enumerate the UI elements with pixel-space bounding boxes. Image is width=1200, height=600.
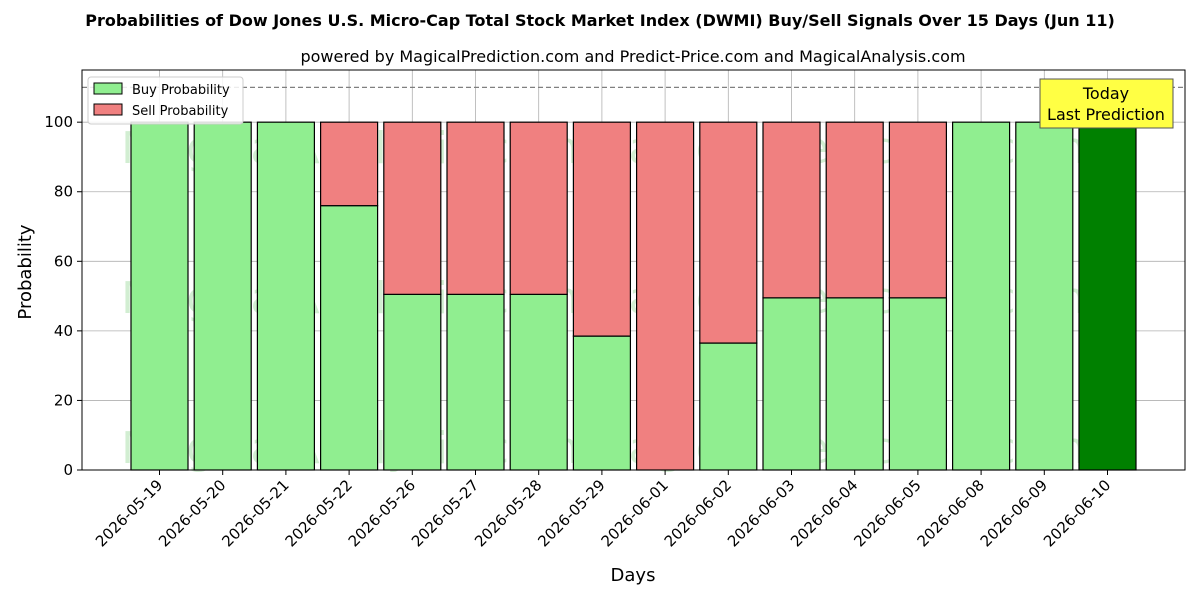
x-tick-label-14: 2026-06-09	[977, 476, 1051, 550]
bars-layer	[130, 121, 1137, 471]
bar-buy-2026-05-21	[256, 121, 315, 471]
x-tick-label-2: 2026-05-21	[218, 476, 292, 550]
bar-sell-2026-06-03	[762, 121, 821, 299]
x-tick-label-9: 2026-06-02	[661, 476, 735, 550]
x-tick-label-1: 2026-05-20	[155, 476, 229, 550]
bar-buy-2026-05-20	[193, 121, 252, 471]
x-tick-label-15: 2026-06-10	[1040, 476, 1114, 550]
chart-title: Probabilities of Dow Jones U.S. Micro-Ca…	[85, 11, 1115, 30]
axes-layer	[81, 69, 1186, 471]
bar-sell-2026-05-22	[320, 121, 379, 207]
y-tick-label-5: 100	[44, 113, 73, 131]
x-tick-label-11: 2026-06-04	[787, 476, 861, 550]
bar-buy-2026-06-03	[762, 297, 821, 471]
plot-frame	[81, 69, 1186, 471]
last-prediction-label: Last Prediction	[1047, 105, 1165, 124]
bar-sell-2026-05-26	[383, 121, 442, 295]
y-tick-label-4: 80	[54, 183, 73, 201]
y-tick-label-3: 60	[54, 252, 73, 270]
x-tick-label-7: 2026-05-29	[534, 476, 608, 550]
x-tick-label-3: 2026-05-22	[282, 476, 356, 550]
bar-buy-2026-05-19	[130, 121, 189, 471]
bar-sell-2026-06-05	[888, 121, 948, 299]
bar-sell-2026-05-28	[509, 121, 568, 295]
bar-sell-2026-05-29	[572, 121, 632, 337]
x-axis-label: Days	[611, 565, 656, 586]
bar-buy-2026-06-02	[699, 342, 758, 471]
y-tick-label-2: 40	[54, 322, 73, 340]
today-label: Today	[1082, 84, 1129, 103]
x-tick-label-6: 2026-05-28	[471, 476, 545, 550]
bar-sell-2026-06-02	[699, 121, 758, 344]
x-tick-label-4: 2026-05-26	[345, 476, 419, 550]
bar-buy-2026-06-08	[951, 121, 1011, 471]
x-tick-label-13: 2026-06-08	[914, 476, 988, 550]
x-tick-label-8: 2026-06-01	[598, 476, 672, 550]
legend-frame	[87, 76, 244, 125]
today-annotation: Today Last Prediction	[1039, 78, 1174, 129]
bar-buy-2026-06-09	[1015, 121, 1074, 471]
y-axis-label: Probability	[15, 224, 36, 319]
bar-buy-2026-06-04	[825, 297, 884, 471]
chart-subtitle: powered by MagicalPrediction.com and Pre…	[300, 47, 965, 66]
legend-label-sell: Sell Probability	[132, 104, 229, 119]
bar-buy-2026-05-28	[509, 293, 568, 471]
bar-buy-2026-05-22	[320, 205, 379, 471]
bar-sell-2026-06-01	[635, 121, 695, 471]
bar-buy-2026-06-10	[1078, 121, 1137, 471]
bar-buy-2026-05-26	[383, 293, 442, 471]
bar-buy-2026-05-27	[446, 293, 505, 471]
x-tick-label-10: 2026-06-03	[724, 476, 798, 550]
legend-swatch-sell	[93, 103, 123, 116]
bar-buy-2026-05-29	[572, 335, 632, 471]
x-tick-label-5: 2026-05-27	[408, 476, 482, 550]
x-tick-label-12: 2026-06-05	[850, 476, 924, 550]
bar-sell-2026-05-27	[446, 121, 505, 295]
legend: Buy Probability Sell Probability	[87, 76, 244, 125]
bar-sell-2026-06-04	[825, 121, 884, 299]
y-tick-label-0: 0	[63, 461, 73, 479]
x-tick-label-0: 2026-05-19	[92, 476, 166, 550]
legend-swatch-buy	[93, 82, 123, 95]
legend-label-buy: Buy Probability	[132, 83, 230, 98]
y-tick-label-1: 20	[54, 391, 73, 409]
bar-buy-2026-06-05	[888, 297, 948, 471]
today-box	[1039, 78, 1174, 129]
